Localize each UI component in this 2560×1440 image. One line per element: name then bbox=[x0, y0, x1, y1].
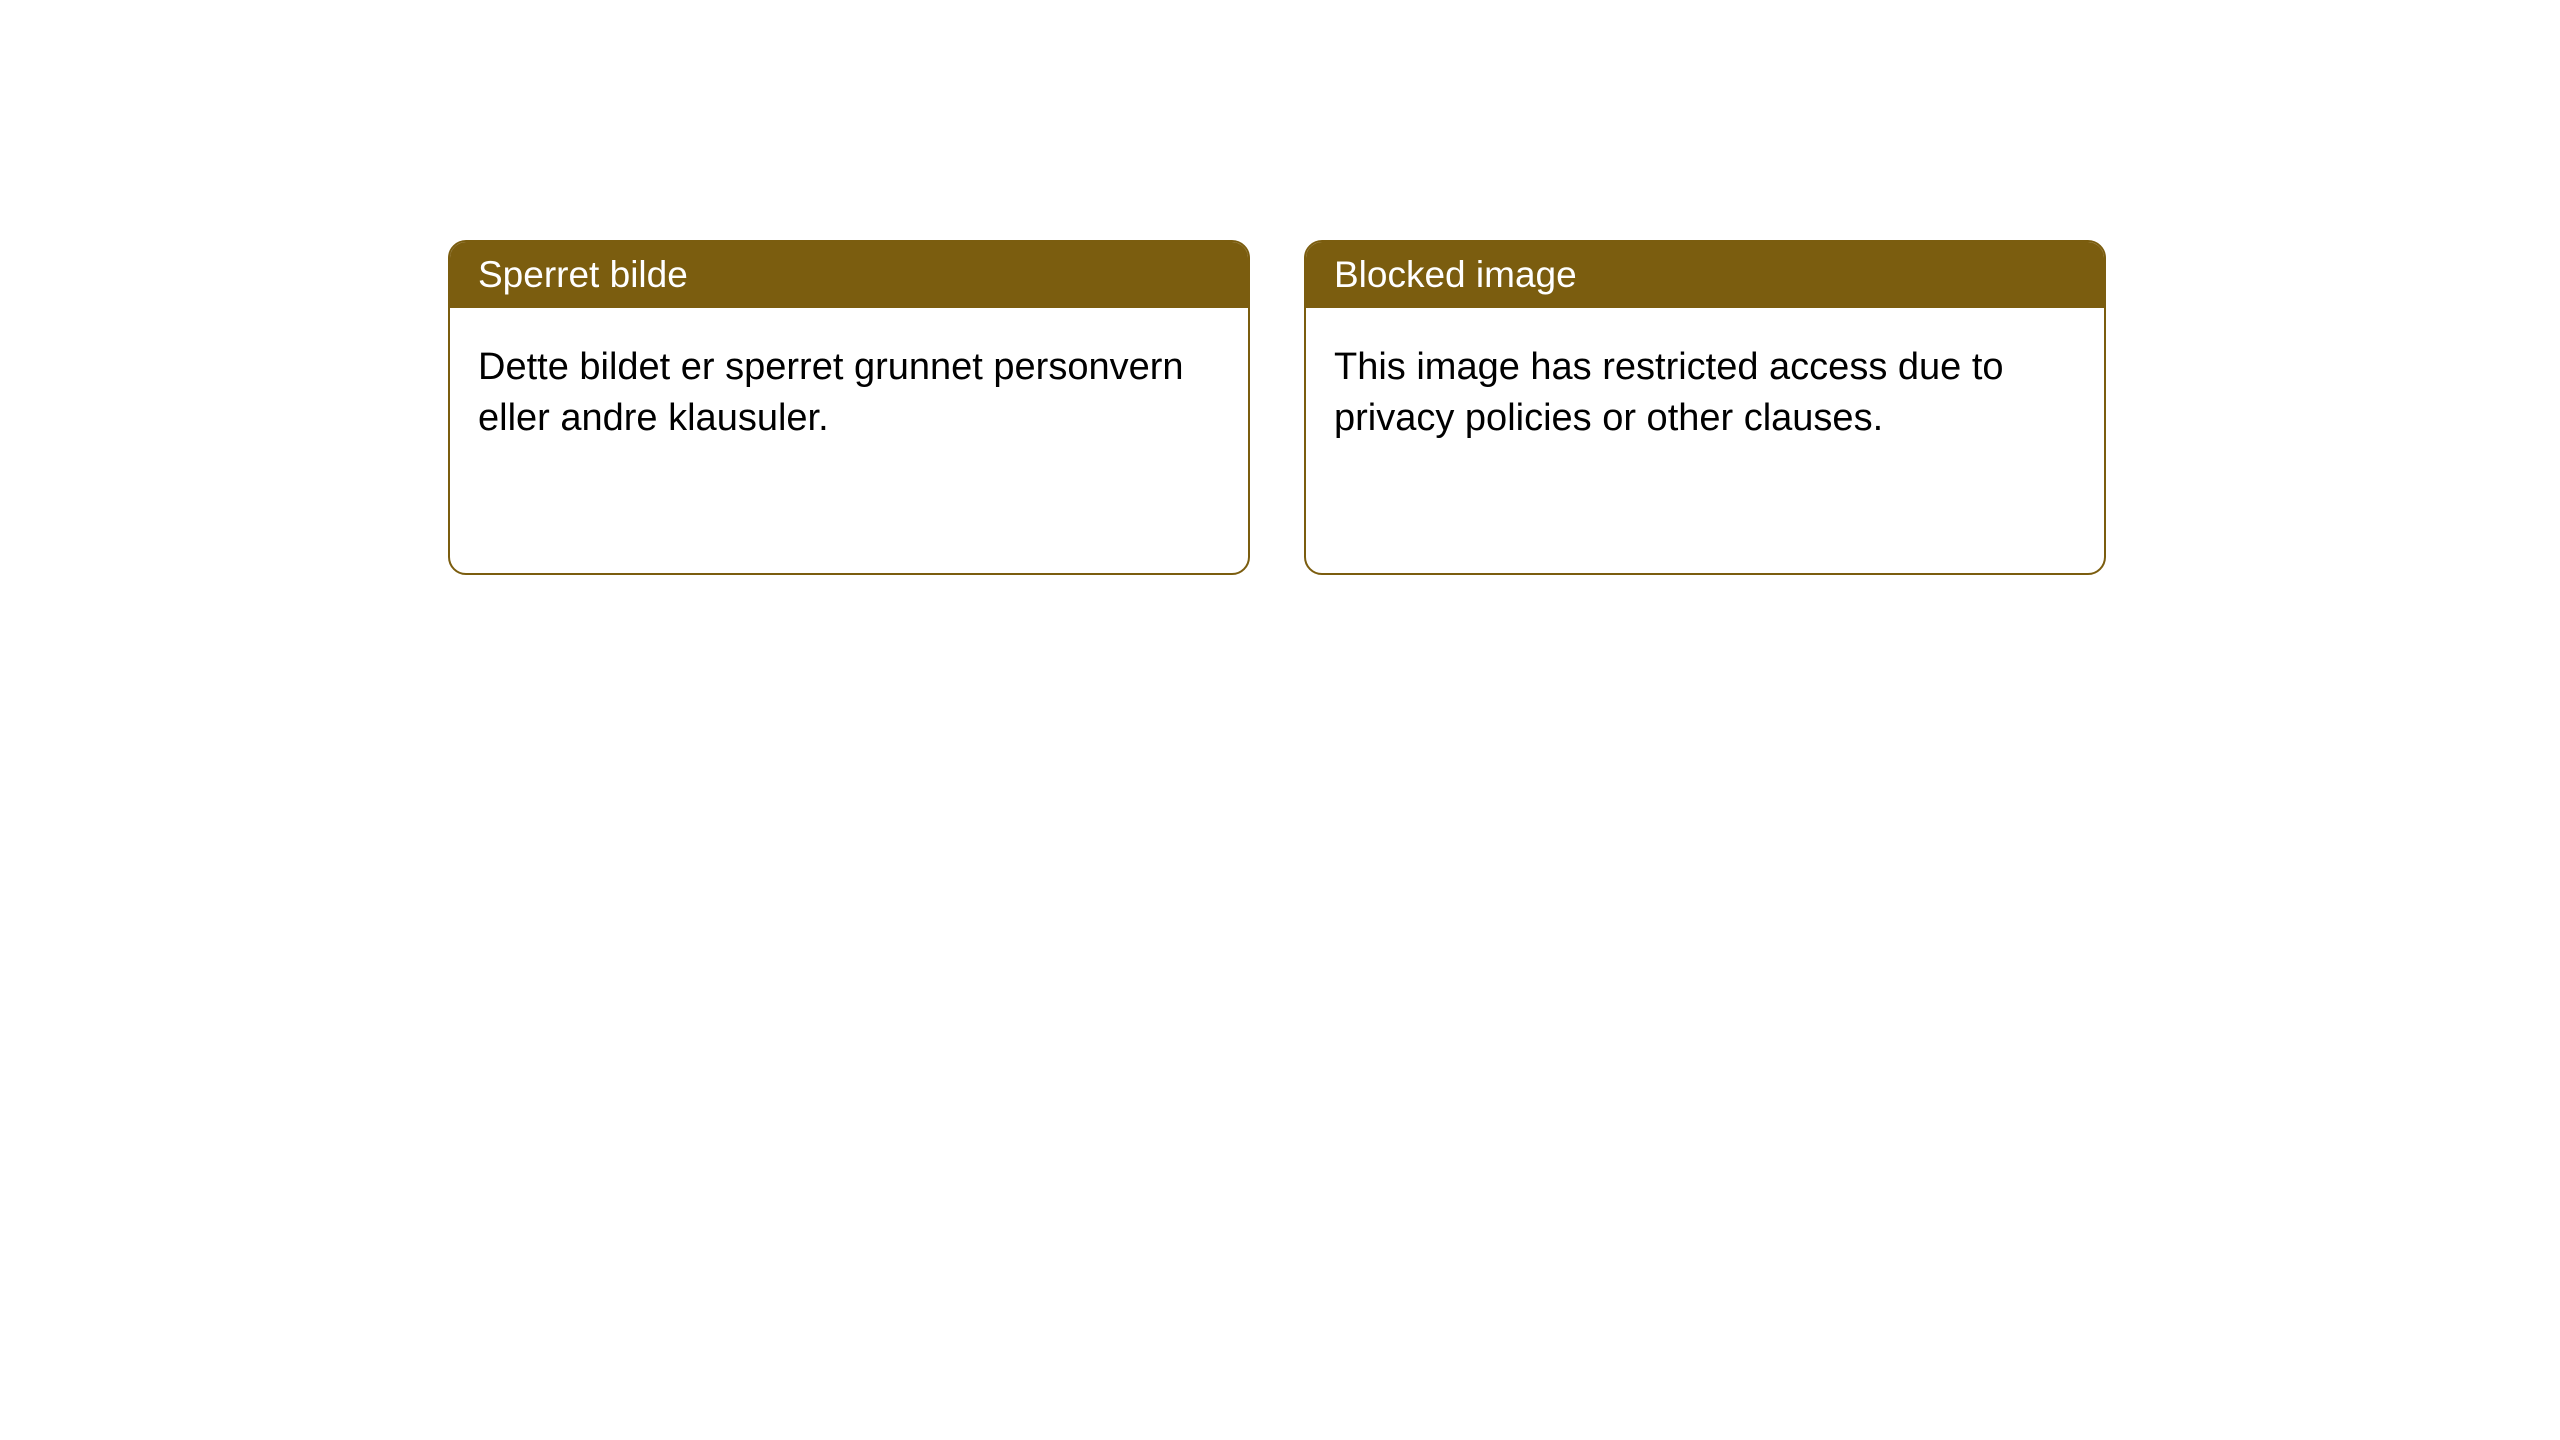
notice-title-no: Sperret bilde bbox=[478, 254, 688, 295]
notice-body-text-en: This image has restricted access due to … bbox=[1334, 346, 2004, 439]
notice-title-en: Blocked image bbox=[1334, 254, 1577, 295]
notice-body-text-no: Dette bildet er sperret grunnet personve… bbox=[478, 346, 1184, 439]
notice-card-header-en: Blocked image bbox=[1306, 242, 2104, 308]
notice-card-body-en: This image has restricted access due to … bbox=[1306, 308, 2104, 479]
notice-card-header-no: Sperret bilde bbox=[450, 242, 1248, 308]
notice-card-no: Sperret bilde Dette bildet er sperret gr… bbox=[448, 240, 1250, 575]
notice-container: Sperret bilde Dette bildet er sperret gr… bbox=[0, 0, 2560, 575]
notice-card-body-no: Dette bildet er sperret grunnet personve… bbox=[450, 308, 1248, 479]
notice-card-en: Blocked image This image has restricted … bbox=[1304, 240, 2106, 575]
